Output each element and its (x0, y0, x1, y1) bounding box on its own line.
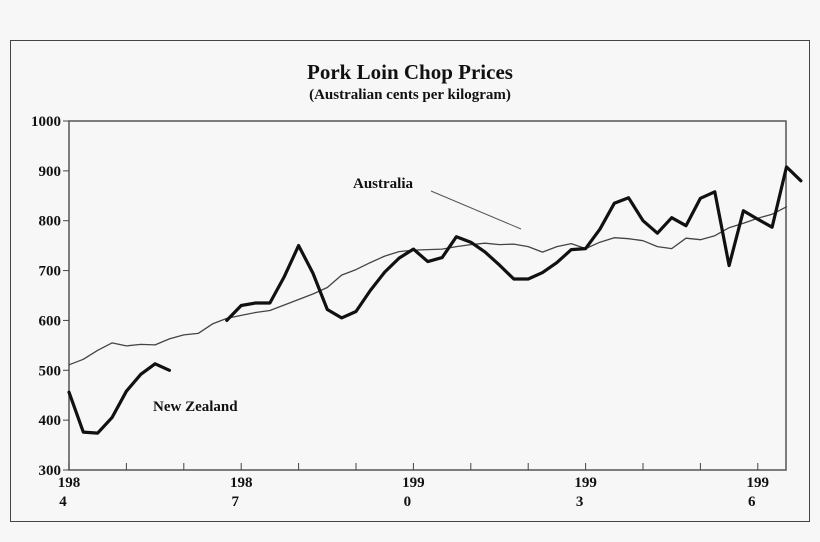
x-tick-label-top: 198 (58, 475, 81, 491)
x-tick-label-bottom: 4 (59, 494, 67, 510)
x-tick-label-bottom: 0 (404, 494, 412, 510)
new-zealand-series-line (225, 165, 803, 322)
y-tick-label: 600 (39, 313, 62, 329)
y-tick-label: 300 (39, 463, 62, 479)
y-tick-label: 1000 (31, 114, 61, 130)
x-tick-label-top: 199 (402, 475, 425, 491)
new-zealand-label: New Zealand (153, 399, 238, 415)
chart-subtitle: (Australian cents per kilogram) (309, 87, 511, 103)
australia-label: Australia (353, 176, 414, 192)
x-tick-label-bottom: 3 (576, 494, 584, 510)
australia-pointer-line (430, 190, 522, 230)
y-tick-label: 800 (39, 214, 62, 230)
x-tick-label-top: 198 (230, 475, 253, 491)
y-tick-label: 700 (39, 264, 62, 280)
y-tick-label: 900 (39, 164, 62, 180)
australia-series-line (68, 206, 788, 366)
new-zealand-series-line (67, 362, 171, 435)
chart-title: Pork Loin Chop Prices (307, 60, 513, 84)
x-tick-label-top: 199 (747, 475, 770, 491)
x-tick-label-bottom: 6 (748, 494, 756, 510)
y-tick-label: 500 (39, 363, 62, 379)
y-tick-label: 400 (39, 413, 62, 429)
x-tick-label-bottom: 7 (231, 494, 239, 510)
x-tick-label-top: 199 (574, 475, 597, 491)
plot-area (68, 120, 787, 471)
